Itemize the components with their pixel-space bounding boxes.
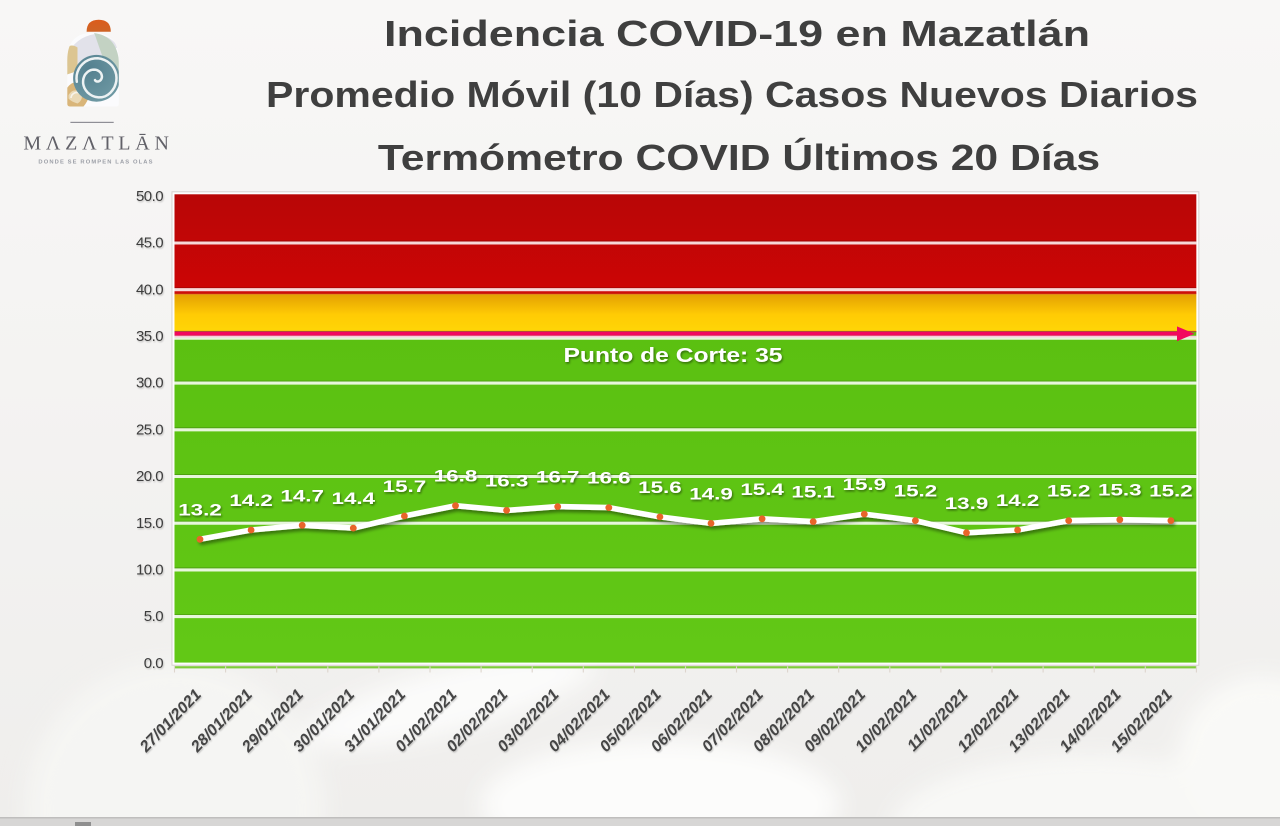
svg-text:16.7: 16.7 — [536, 468, 580, 487]
svg-text:5.0: 5.0 — [144, 608, 163, 625]
svg-text:25.0: 25.0 — [136, 421, 163, 438]
svg-text:14.9: 14.9 — [689, 484, 733, 503]
svg-text:40.0: 40.0 — [136, 281, 163, 298]
svg-text:15.2: 15.2 — [1047, 482, 1091, 501]
svg-text:14.2: 14.2 — [996, 491, 1040, 510]
svg-text:MΛZΛTLĀN: MΛZΛTLĀN — [23, 133, 173, 155]
svg-text:15.4: 15.4 — [740, 480, 784, 499]
svg-text:45.0: 45.0 — [136, 235, 163, 252]
svg-text:14.7: 14.7 — [280, 486, 324, 505]
svg-text:0.0: 0.0 — [144, 655, 163, 672]
svg-text:16.6: 16.6 — [587, 469, 631, 488]
svg-text:30.0: 30.0 — [136, 375, 163, 392]
svg-text:15.2: 15.2 — [894, 482, 938, 501]
svg-text:15.6: 15.6 — [638, 478, 682, 497]
svg-text:14.4: 14.4 — [332, 489, 376, 508]
svg-text:DONDE SE ROMPEN LAS OLAS: DONDE SE ROMPEN LAS OLAS — [38, 160, 153, 166]
svg-text:15.1: 15.1 — [791, 483, 835, 502]
svg-text:16.3: 16.3 — [485, 471, 529, 490]
svg-text:15.0: 15.0 — [136, 515, 163, 532]
svg-text:20.0: 20.0 — [136, 468, 163, 485]
svg-text:15.9: 15.9 — [843, 475, 887, 494]
svg-text:14.2: 14.2 — [229, 491, 273, 510]
svg-text:Punto de Corte: 35: Punto de Corte: 35 — [564, 345, 783, 367]
svg-text:10.0: 10.0 — [136, 562, 163, 579]
svg-text:13.2: 13.2 — [178, 500, 222, 519]
svg-text:35.0: 35.0 — [136, 328, 163, 345]
svg-text:15.2: 15.2 — [1149, 482, 1193, 501]
svg-text:13.9: 13.9 — [945, 494, 989, 513]
svg-text:16.8: 16.8 — [434, 467, 478, 486]
svg-text:15.3: 15.3 — [1098, 481, 1142, 500]
svg-text:15.7: 15.7 — [383, 477, 427, 496]
svg-text:50.0: 50.0 — [136, 188, 163, 205]
